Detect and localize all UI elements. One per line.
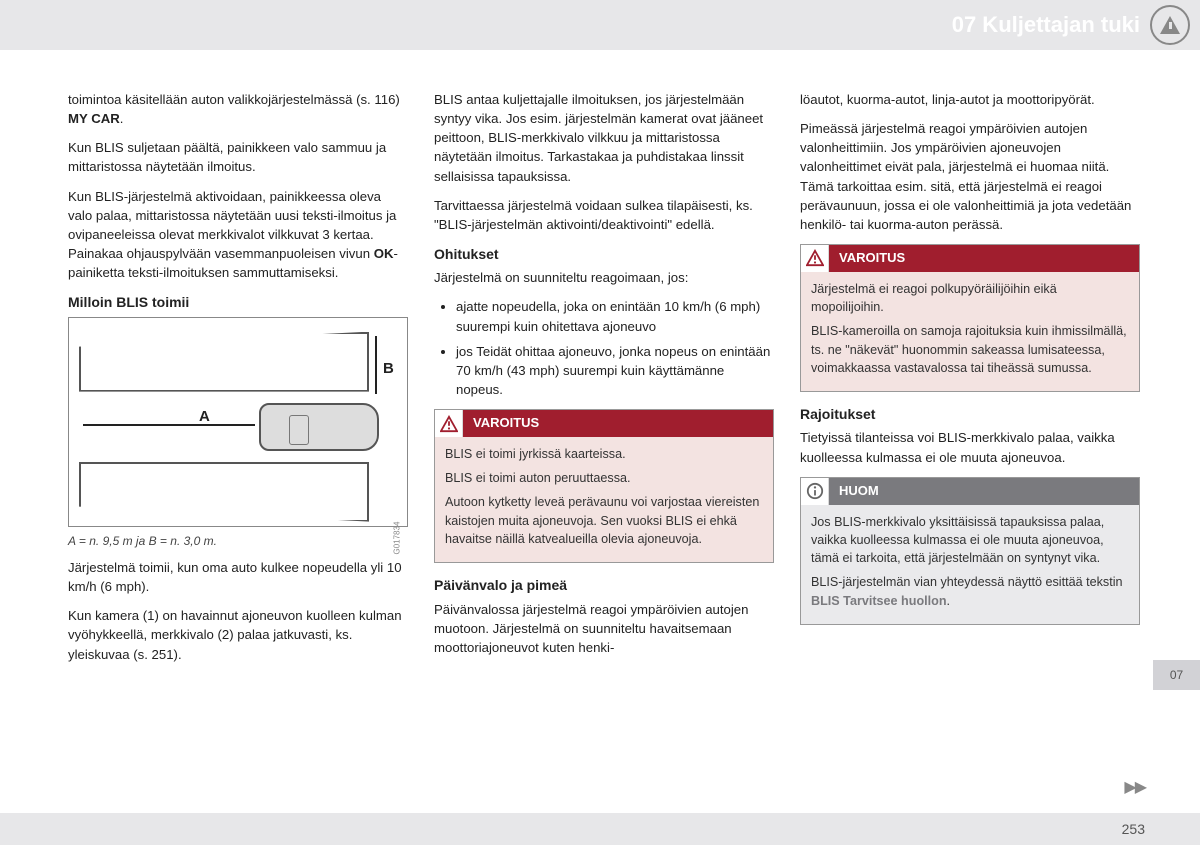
list-item: ajatte nopeudella, joka on enintään 10 k… bbox=[456, 297, 774, 335]
warning-icon bbox=[435, 410, 463, 437]
diagram-caption: A = n. 9,5 m ja B = n. 3,0 m. bbox=[68, 533, 408, 550]
warning-box: VAROITUS Järjestelmä ei reagoi polkupyör… bbox=[800, 244, 1140, 392]
column-1: toimintoa käsitellään auton valikkojärje… bbox=[68, 90, 408, 674]
blis-zone-diagram: A B G017834 bbox=[68, 317, 408, 527]
page-header: 07 Kuljettajan tuki bbox=[0, 0, 1200, 50]
paragraph: Päivänvalossa järjestelmä reagoi ympäröi… bbox=[434, 600, 774, 657]
box-header: VAROITUS bbox=[435, 410, 773, 437]
side-chapter-tab: 07 bbox=[1153, 660, 1200, 690]
paragraph: Järjestelmä on suunniteltu reagoimaan, j… bbox=[434, 268, 774, 287]
car-icon bbox=[259, 403, 379, 451]
paragraph: Tarvittaessa järjestelmä voidaan sulkea … bbox=[434, 196, 774, 234]
paragraph: Tietyissä tilanteissa voi BLIS-merkkival… bbox=[800, 428, 1140, 466]
box-paragraph: BLIS ei toimi jyrkissä kaarteissa. bbox=[445, 445, 763, 463]
note-box: HUOM Jos BLIS-merkkivalo yksittäisissä t… bbox=[800, 477, 1140, 625]
warning-icon bbox=[801, 245, 829, 272]
bold-text: MY CAR bbox=[68, 111, 120, 126]
box-title: VAROITUS bbox=[463, 410, 773, 437]
subheading: Päivänvalo ja pimeä bbox=[434, 575, 774, 595]
triangle-icon bbox=[1160, 16, 1180, 34]
info-icon bbox=[801, 478, 829, 505]
box-paragraph: BLIS-kameroilla on samoja rajoituksia ku… bbox=[811, 322, 1129, 377]
page-content: toimintoa käsitellään auton valikkojärje… bbox=[0, 50, 1200, 674]
subheading: Ohitukset bbox=[434, 244, 774, 264]
column-3: löautot, kuorma-autot, linja-autot ja mo… bbox=[800, 90, 1140, 674]
paragraph: toimintoa käsitellään auton valikkojärje… bbox=[68, 90, 408, 128]
chapter-title: 07 Kuljettajan tuki bbox=[952, 12, 1140, 38]
list-item: jos Teidät ohittaa ajoneuvo, jonka nopeu… bbox=[456, 342, 774, 399]
arrow-a bbox=[83, 424, 255, 426]
arrow-b bbox=[375, 336, 377, 394]
subheading: Rajoitukset bbox=[800, 404, 1140, 424]
box-title: VAROITUS bbox=[829, 245, 1139, 272]
box-title: HUOM bbox=[829, 478, 1139, 505]
bullet-list: ajatte nopeudella, joka on enintään 10 k… bbox=[434, 297, 774, 399]
page-footer: 253 bbox=[0, 813, 1200, 845]
box-paragraph: BLIS ei toimi auton peruuttaessa. bbox=[445, 469, 763, 487]
paragraph: Järjestelmä toimii, kun oma auto kulkee … bbox=[68, 558, 408, 596]
warning-box: VAROITUS BLIS ei toimi jyrkissä kaarteis… bbox=[434, 409, 774, 563]
paragraph: Pimeässä järjestelmä reagoi ympäröivien … bbox=[800, 119, 1140, 234]
box-header: VAROITUS bbox=[801, 245, 1139, 272]
paragraph: löautot, kuorma-autot, linja-autot ja mo… bbox=[800, 90, 1140, 109]
bold-text: OK bbox=[374, 246, 394, 261]
warning-symbol-icon bbox=[1150, 5, 1190, 45]
continue-arrows-icon: ▶▶ bbox=[1124, 777, 1145, 797]
box-paragraph: Järjestelmä ei reagoi polkupyöräilijöihi… bbox=[811, 280, 1129, 317]
box-body: Jos BLIS-merkkivalo yksittäisissä tapauk… bbox=[801, 505, 1139, 624]
box-paragraph: BLIS-järjestelmän vian yhteydessä näyttö… bbox=[811, 573, 1129, 610]
subheading: Milloin BLIS toimii bbox=[68, 292, 408, 312]
box-paragraph: Jos BLIS-merkkivalo yksittäisissä tapauk… bbox=[811, 513, 1129, 568]
column-2: BLIS antaa kuljettajalle ilmoituksen, jo… bbox=[434, 90, 774, 674]
paragraph: Kun BLIS suljetaan päältä, painikkeen va… bbox=[68, 138, 408, 176]
box-paragraph: Autoon kytketty leveä perävaunu voi varj… bbox=[445, 493, 763, 548]
box-body: Järjestelmä ei reagoi polkupyöräilijöihi… bbox=[801, 272, 1139, 391]
image-ref: G017834 bbox=[391, 522, 403, 555]
label-b: B bbox=[383, 358, 394, 380]
display-text: BLIS Tarvitsee huollon bbox=[811, 594, 947, 608]
paragraph: BLIS antaa kuljettajalle ilmoituksen, jo… bbox=[434, 90, 774, 186]
zone-top bbox=[79, 332, 369, 392]
box-body: BLIS ei toimi jyrkissä kaarteissa. BLIS … bbox=[435, 437, 773, 562]
paragraph: Kun kamera (1) on havainnut ajoneuvon ku… bbox=[68, 606, 408, 663]
box-header: HUOM bbox=[801, 478, 1139, 505]
paragraph: Kun BLIS-järjestelmä aktivoidaan, painik… bbox=[68, 187, 408, 283]
zone-bottom bbox=[79, 462, 369, 522]
page-number: 253 bbox=[1122, 821, 1145, 837]
